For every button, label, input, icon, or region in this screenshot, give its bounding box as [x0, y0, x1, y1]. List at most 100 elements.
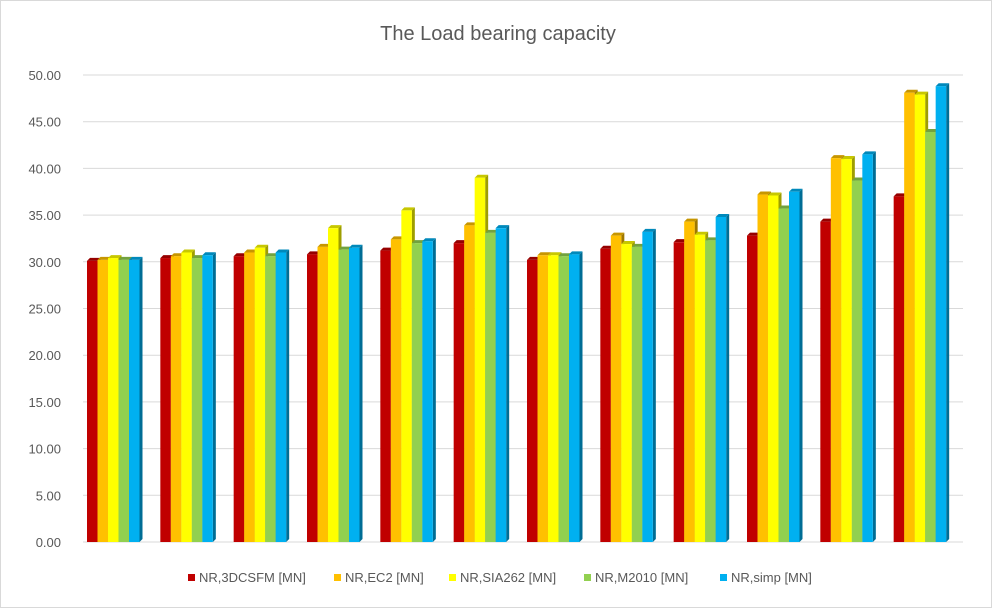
y-tick-label: 20.00 [28, 348, 61, 363]
bar-top [411, 240, 426, 244]
bar [485, 232, 496, 542]
bar-side [432, 238, 436, 542]
bar-group [160, 249, 216, 543]
bar [893, 196, 905, 543]
bar [705, 240, 716, 542]
bar [380, 250, 391, 543]
bar-top [317, 243, 331, 247]
bar-top [265, 253, 279, 257]
bar-top [694, 231, 709, 235]
bar [631, 246, 643, 542]
bar [558, 256, 569, 542]
legend: NR,3DCSFM [MN] NR,EC2 [MN] NR,SIA262 [MN] N… [188, 570, 812, 585]
bar [862, 154, 873, 542]
bar-top [600, 245, 614, 249]
bar [642, 231, 653, 543]
legend-item: NR,simp [MN] [720, 570, 812, 585]
bar-top [118, 256, 132, 260]
bar [265, 256, 276, 542]
bar-group [87, 255, 143, 542]
bar-top [684, 218, 698, 222]
bar-top [233, 253, 248, 257]
bar [694, 234, 706, 543]
legend-label: NR,SIA262 [MN] [460, 570, 556, 585]
bar-top [642, 228, 656, 232]
bar-top [275, 249, 290, 253]
bar-top [401, 207, 415, 211]
bar [97, 259, 108, 542]
bar-side [872, 151, 876, 542]
legend-label: NR,3DCSFM [MN] [199, 570, 306, 585]
bar-group [233, 244, 290, 543]
bars [87, 83, 950, 543]
y-tick-label: 0.00 [36, 535, 61, 550]
bar-group [380, 207, 436, 543]
bar-top [778, 205, 792, 209]
gridlines [83, 74, 963, 543]
bar [244, 252, 255, 542]
bar [925, 131, 936, 542]
legend-item: NR,M2010 [MN] [584, 570, 688, 585]
bar-top [307, 251, 321, 255]
bar-top [181, 249, 195, 253]
legend-swatch [584, 574, 591, 581]
bar-top [621, 241, 635, 245]
bar [778, 208, 789, 542]
bar [317, 246, 328, 542]
bar-top [87, 257, 101, 261]
bar [757, 194, 768, 542]
y-tick-label: 15.00 [28, 395, 61, 410]
y-tick-label: 45.00 [28, 115, 61, 130]
bar-top [757, 191, 771, 195]
bar-side [139, 256, 143, 542]
bar [747, 235, 758, 542]
bar [129, 259, 140, 542]
bar-top [851, 177, 866, 181]
legend-swatch [720, 574, 727, 581]
bar-top [495, 225, 510, 229]
bar-top [244, 249, 258, 253]
legend-item: NR,SIA262 [MN] [449, 570, 556, 585]
y-tick-label: 50.00 [28, 68, 61, 83]
bar-top [97, 256, 111, 260]
bar-top [548, 252, 562, 256]
bar [495, 228, 507, 542]
bar-top [705, 237, 719, 241]
bar [464, 225, 475, 542]
bar-top [862, 151, 876, 155]
bar [349, 247, 360, 543]
bar-group [600, 228, 656, 543]
bar [422, 241, 433, 542]
y-tick-label: 40.00 [28, 161, 61, 176]
bar [170, 256, 182, 542]
bar-top [537, 252, 551, 256]
bar [307, 254, 318, 542]
bar [527, 259, 538, 542]
chart-title: The Load bearing capacity [380, 23, 616, 45]
bar-top [925, 128, 939, 132]
bar [87, 260, 98, 542]
bar [715, 216, 727, 542]
bar-top [485, 229, 499, 233]
bar [569, 254, 580, 542]
bar [191, 258, 203, 542]
bar-group [893, 83, 950, 543]
bar [904, 92, 915, 542]
bar-side [579, 251, 583, 542]
bar [935, 86, 947, 542]
bar-top [254, 244, 269, 248]
bar-top [464, 222, 478, 226]
bar-top [349, 244, 363, 248]
legend-swatch [334, 574, 341, 581]
bar-top [527, 256, 541, 260]
bar [118, 259, 129, 542]
y-tick-label: 30.00 [28, 255, 61, 270]
bar-top [914, 91, 929, 95]
legend-swatch [449, 574, 456, 581]
bar-top [893, 193, 908, 197]
bar-group [820, 151, 876, 543]
bar-group [673, 213, 730, 543]
bar-top [935, 83, 950, 87]
